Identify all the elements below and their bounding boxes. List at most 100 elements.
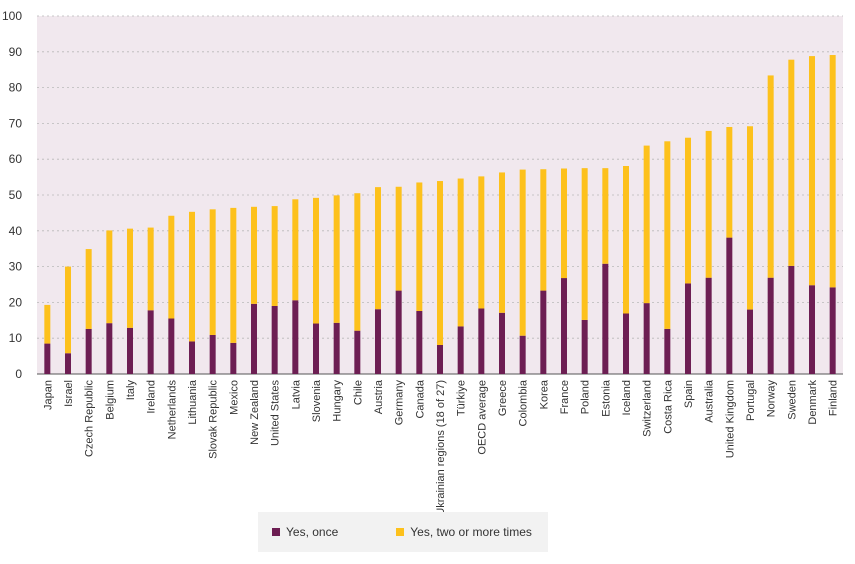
bar-once (788, 265, 795, 374)
y-tick-label: 30 (9, 260, 23, 274)
bar-two-or-more (65, 266, 71, 354)
x-tick-label: Ireland (146, 380, 158, 414)
x-tick-label: Portugal (745, 380, 757, 421)
x-tick-label: Slovenia (311, 379, 323, 422)
x-tick-label: Finland (828, 380, 840, 416)
bar-once (809, 285, 815, 374)
bar-once (478, 308, 485, 374)
bar-once (416, 310, 423, 374)
bar-once (65, 353, 71, 374)
x-tick-label: Germany (394, 380, 406, 426)
bar-once (457, 326, 464, 374)
legend: Yes, once Yes, two or more times (258, 512, 548, 552)
x-tick-label: United Kingdom (724, 380, 736, 458)
bar-once (354, 330, 361, 374)
bar-two-or-more (685, 137, 691, 284)
bar-once (581, 319, 588, 374)
bar-two-or-more (561, 168, 567, 279)
bar-once (168, 318, 175, 374)
x-tick-label: Italy (125, 380, 137, 401)
bar-once (395, 290, 402, 374)
y-tick-label: 50 (9, 188, 23, 202)
bar-two-or-more (809, 56, 815, 286)
bar-two-or-more (581, 168, 588, 320)
bar-once (685, 283, 691, 374)
x-tick-label: Hungary (332, 380, 344, 422)
legend-item-multiple: Yes, two or more times (396, 525, 532, 539)
bar-two-or-more (230, 207, 237, 343)
bar-two-or-more (726, 126, 733, 238)
bar-once (829, 287, 836, 374)
x-tick-label: United States (270, 380, 282, 447)
bar-once (540, 290, 547, 374)
bar-two-or-more (705, 130, 712, 278)
x-tick-label: Czech Republic (84, 380, 96, 458)
x-axis-ticks: Japan Israel Czech Republic Belgium Italy Ire… (42, 379, 839, 516)
bar-once (705, 277, 712, 374)
bar-once (499, 312, 505, 374)
bar-two-or-more (292, 199, 299, 301)
bar-once (602, 263, 609, 374)
legend-item-once: Yes, once (272, 525, 338, 539)
bar-once (437, 345, 443, 374)
y-tick-label: 20 (9, 295, 23, 309)
x-tick-label: Ukrainian regions (18 of 27) (435, 380, 447, 516)
x-tick-label: Chile (352, 380, 364, 405)
y-tick-label: 0 (15, 367, 22, 381)
bar-once (767, 277, 774, 374)
bar-once (747, 309, 753, 374)
x-tick-label: Sweden (786, 380, 798, 420)
legend-label-multiple: Yes, two or more times (410, 525, 532, 539)
bar-once (127, 327, 133, 374)
legend-swatch-multiple (396, 528, 405, 536)
bar-two-or-more (457, 178, 464, 327)
y-axis-ticks: 0 10 20 30 40 50 60 70 80 90 100 (2, 9, 22, 381)
bar-two-or-more (44, 304, 51, 344)
y-tick-label: 40 (9, 224, 23, 238)
x-tick-label: Iceland (621, 380, 633, 415)
x-tick-label: Netherlands (166, 380, 178, 440)
x-tick-label: Lithuania (187, 379, 199, 425)
bar-once (623, 313, 629, 374)
bar-two-or-more (209, 209, 216, 335)
bar-once (106, 323, 113, 374)
bar-once (643, 303, 650, 374)
x-tick-label: Switzerland (642, 380, 654, 437)
y-tick-label: 70 (9, 116, 23, 130)
bar-two-or-more (437, 181, 443, 346)
x-tick-label: Austria (373, 379, 385, 414)
bar-two-or-more (127, 228, 133, 328)
bar-once (375, 309, 381, 374)
bar-two-or-more (395, 186, 402, 291)
bar-two-or-more (519, 169, 526, 336)
bar-two-or-more (829, 55, 836, 288)
x-tick-label: Israel (63, 380, 75, 407)
bar-two-or-more (168, 215, 175, 319)
x-tick-label: Denmark (807, 380, 819, 425)
bar-once (271, 305, 278, 374)
bar-two-or-more (540, 169, 547, 291)
x-tick-label: Colombia (518, 379, 530, 426)
y-tick-label: 90 (9, 45, 23, 59)
bar-two-or-more (106, 230, 113, 324)
bar-two-or-more (313, 197, 319, 324)
y-tick-label: 100 (2, 9, 22, 23)
bar-two-or-more (416, 182, 423, 311)
x-tick-label: France (559, 380, 571, 414)
bar-once (292, 300, 299, 374)
bar-two-or-more (747, 126, 753, 310)
x-tick-label: Slovak Republic (208, 380, 220, 459)
bar-two-or-more (602, 168, 609, 264)
bar-two-or-more (85, 249, 92, 329)
y-tick-label: 80 (9, 81, 23, 95)
bar-once (251, 303, 257, 374)
bar-two-or-more (147, 227, 154, 311)
bar-once (209, 334, 216, 374)
bar-two-or-more (271, 206, 278, 306)
bar-two-or-more (623, 166, 629, 314)
bar-once (561, 278, 567, 374)
x-tick-label: Latvia (290, 379, 302, 409)
bar-two-or-more (499, 172, 505, 313)
bars (44, 55, 836, 374)
y-tick-label: 10 (9, 331, 23, 345)
